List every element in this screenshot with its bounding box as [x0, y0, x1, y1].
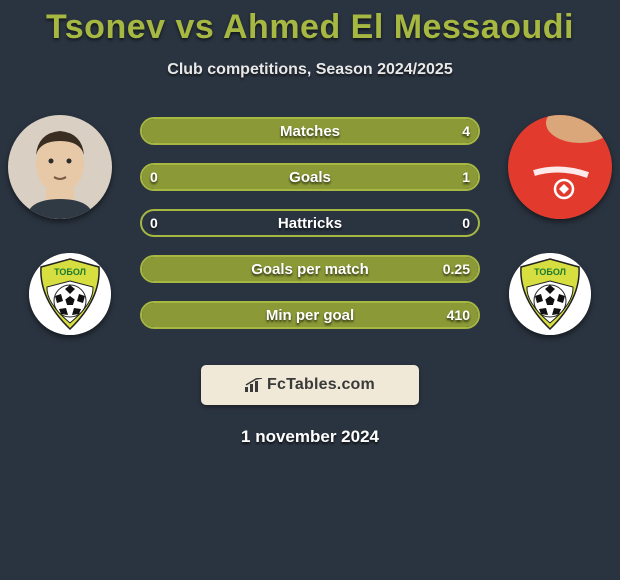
- stat-row: Goals per match0.25: [140, 255, 480, 283]
- stat-bar-fill: [142, 119, 478, 143]
- stat-bar-track: [140, 255, 480, 283]
- stat-bar-track: [140, 301, 480, 329]
- stat-row: Hattricks00: [140, 209, 480, 237]
- stat-row: Min per goal410: [140, 301, 480, 329]
- club-right-badge: ТОБОЛ: [509, 253, 591, 335]
- stat-value-right: 4: [462, 117, 470, 145]
- stat-value-left: 0: [150, 209, 158, 237]
- branding-text: FcTables.com: [267, 376, 375, 394]
- stat-row: Matches4: [140, 117, 480, 145]
- club-badge-icon: ТОБОЛ: [509, 253, 591, 335]
- stat-row: Goals01: [140, 163, 480, 191]
- stat-value-right: 1: [462, 163, 470, 191]
- comparison-card: Tsonev vs Ahmed El Messaoudi Club compet…: [0, 0, 620, 580]
- stat-value-left: 0: [150, 163, 158, 191]
- stats-area: ТОБОЛ ТОБОЛ Matches4Goals01Hattricks00Go…: [0, 115, 620, 345]
- chart-icon: [245, 378, 263, 392]
- stat-value-right: 0.25: [443, 255, 470, 283]
- stat-bar-track: [140, 163, 480, 191]
- player-right-avatar: [508, 115, 612, 219]
- stat-value-right: 410: [447, 301, 470, 329]
- stat-value-right: 0: [462, 209, 470, 237]
- branding-badge: FcTables.com: [201, 365, 419, 405]
- stat-bar-fill: [142, 257, 478, 281]
- comparison-date: 1 november 2024: [0, 427, 620, 447]
- player-left-avatar: [8, 115, 112, 219]
- stat-bar-fill: [142, 303, 478, 327]
- stat-bar-track: [140, 209, 480, 237]
- stat-bars: Matches4Goals01Hattricks00Goals per matc…: [140, 117, 480, 347]
- svg-text:ТОБОЛ: ТОБОЛ: [54, 267, 86, 277]
- stat-bar-track: [140, 117, 480, 145]
- page-subtitle: Club competitions, Season 2024/2025: [0, 61, 620, 79]
- club-left-badge: ТОБОЛ: [29, 253, 111, 335]
- page-title: Tsonev vs Ahmed El Messaoudi: [0, 8, 620, 47]
- club-badge-icon: ТОБОЛ: [29, 253, 111, 335]
- svg-text:ТОБОЛ: ТОБОЛ: [534, 267, 566, 277]
- stat-bar-fill: [142, 165, 478, 189]
